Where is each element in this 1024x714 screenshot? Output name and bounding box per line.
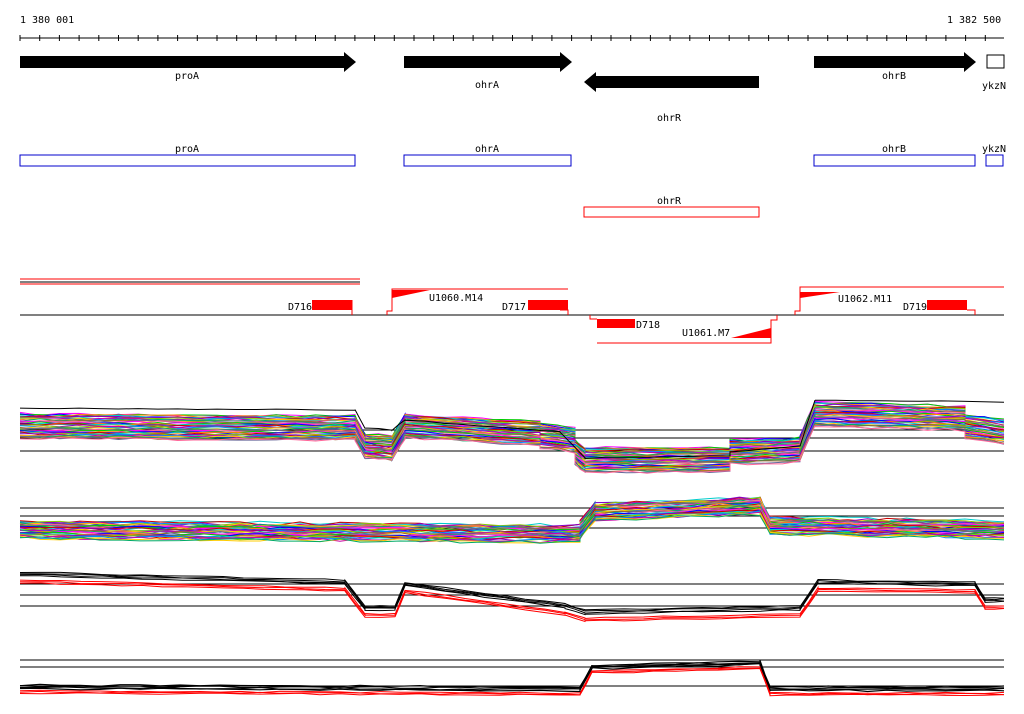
- gene-label-ohrB: ohrB: [882, 71, 906, 82]
- gene-arrow-ykzN[interactable]: [986, 54, 1005, 69]
- cds-box-ohrB[interactable]: [813, 154, 976, 167]
- panel4-traces: [19, 660, 1005, 697]
- cds-box-proA[interactable]: [19, 154, 356, 167]
- cds-box-ohrR[interactable]: [583, 206, 760, 218]
- cds-box-track: proA ohrA ohrB ykzN ohrR: [19, 144, 1006, 218]
- panel2-trace: [19, 513, 1005, 544]
- gene-arrow-ohrB[interactable]: [814, 52, 976, 72]
- panel1-trace-reference: [19, 399, 1005, 460]
- feature-u1060-label: U1060.M14: [429, 293, 483, 304]
- feature-d718-bracket: [589, 315, 597, 320]
- feature-u1061-label: U1061.M7: [682, 328, 730, 339]
- expression-panel-4: [19, 659, 1005, 697]
- feature-u1060-wedge[interactable]: [392, 290, 430, 298]
- feature-u1062-label: U1062.M11: [838, 294, 892, 305]
- panel1-trace: [19, 424, 1005, 474]
- feature-u1062-wedge[interactable]: [800, 292, 840, 298]
- feature-track: D716 U1060.M14 D717 D718 U1061.M7 U1062.…: [20, 278, 1004, 344]
- panel3-trace-red: [20, 581, 1005, 621]
- panel4-trace-black: [19, 662, 1005, 693]
- feature-d719-label: D719: [903, 302, 927, 313]
- gene-label-ykzN: ykzN: [982, 81, 1006, 92]
- cds-box-ohrA[interactable]: [403, 154, 572, 167]
- expression-panel-3: [19, 571, 1005, 623]
- feature-u1060-line: [386, 288, 568, 315]
- feature-d717-block[interactable]: [528, 300, 568, 310]
- panel3-trace-red: [19, 582, 1005, 623]
- ruler-end-label: 1 382 500: [947, 15, 1001, 26]
- gene-label-ohrR: ohrR: [657, 113, 682, 124]
- gene-label-ohrA: ohrA: [475, 80, 499, 91]
- gene-arrow-track: proA ohrA ohrR ohrB ykzN: [20, 52, 1006, 124]
- gene-arrow-ohrA[interactable]: [404, 52, 572, 72]
- expression-panel-2: [19, 496, 1005, 544]
- cds-label-ohrR: ohrR: [657, 196, 682, 207]
- panel3-trace-black: [19, 571, 1005, 611]
- feature-d718-block[interactable]: [597, 319, 635, 328]
- gene-label-proA: proA: [175, 71, 199, 82]
- ruler-ticks: [19, 35, 986, 41]
- feature-d719-bracket: [967, 309, 976, 315]
- panel3-trace-black: [19, 575, 1005, 616]
- cds-label-ykzN: ykzN: [982, 144, 1006, 155]
- panel2-traces: [19, 496, 1005, 544]
- feature-u1061-wedge[interactable]: [731, 328, 771, 338]
- feature-d719-block[interactable]: [927, 300, 967, 310]
- feature-u1062-line: [794, 286, 1004, 315]
- cds-box-ykzN[interactable]: [985, 154, 1004, 167]
- feature-d716-block[interactable]: [312, 300, 352, 310]
- panel1-traces: [19, 399, 1005, 474]
- feature-d717-label: D717: [502, 302, 526, 313]
- ruler-start-label: 1 380 001: [20, 15, 74, 26]
- feature-u1061-line: [597, 315, 778, 344]
- panel3-traces: [19, 571, 1005, 623]
- ruler: 1 380 001 1 382 500: [19, 15, 1004, 41]
- panel3-trace-red: [19, 579, 1005, 620]
- feature-d716-label: D716: [288, 302, 312, 313]
- panel4-trace-red: [19, 667, 1005, 697]
- panel4-trace-black: [19, 660, 1005, 689]
- cds-label-ohrB: ohrB: [882, 144, 906, 155]
- cds-label-ohrA: ohrA: [475, 144, 499, 155]
- feature-d718-label: D718: [636, 320, 660, 331]
- panel3-trace-black: [20, 573, 1005, 612]
- panel1-trace: [19, 425, 1005, 474]
- cds-label-proA: proA: [175, 144, 199, 155]
- gene-arrow-ohrR[interactable]: [584, 72, 759, 92]
- panel2-trace: [19, 504, 1005, 535]
- feature-d717-bracket: [560, 309, 569, 315]
- expression-panel-1: [19, 399, 1005, 474]
- panel2-trace: [19, 512, 1005, 544]
- gene-arrow-proA[interactable]: [20, 52, 356, 72]
- panel1-trace: [19, 404, 1005, 454]
